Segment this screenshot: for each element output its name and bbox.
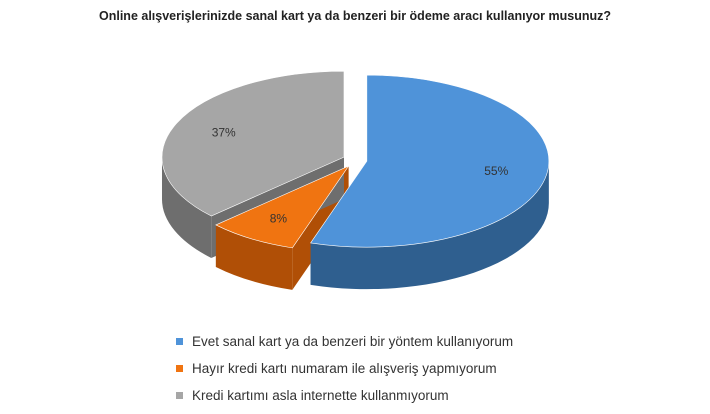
legend-swatch — [176, 364, 183, 372]
chart-title: Online alışverişlerinizde sanal kart ya … — [99, 9, 611, 23]
pie-slice-side — [215, 224, 293, 290]
legend-label: Evet sanal kart ya da benzeri bir yöntem… — [192, 333, 514, 349]
pie-slice — [310, 74, 550, 248]
legend-label: Hayır kredi kartı numaram ile alışveriş … — [192, 360, 497, 376]
legend: Evet sanal kart ya da benzeri bir yöntem… — [176, 330, 513, 411]
data-label: 8% — [270, 211, 288, 225]
pie-slice-side — [161, 157, 212, 259]
pie-chart: 55% 8% 37% — [161, 70, 550, 290]
pie-slice — [161, 70, 345, 217]
legend-item: Evet sanal kart ya da benzeri bir yöntem… — [176, 330, 513, 352]
legend-swatch — [176, 337, 183, 345]
data-label: 37% — [212, 126, 236, 140]
data-label: 55% — [484, 164, 508, 178]
legend-label: Kredi kartımı asla internette kullanmıyo… — [192, 387, 449, 403]
pie-slice — [215, 165, 350, 249]
legend-swatch — [176, 391, 183, 399]
legend-item: Hayır kredi kartı numaram ile alışveriş … — [176, 357, 513, 379]
pie-slice-side — [310, 161, 549, 290]
legend-item: Kredi kartımı asla internette kullanmıyo… — [176, 384, 513, 406]
